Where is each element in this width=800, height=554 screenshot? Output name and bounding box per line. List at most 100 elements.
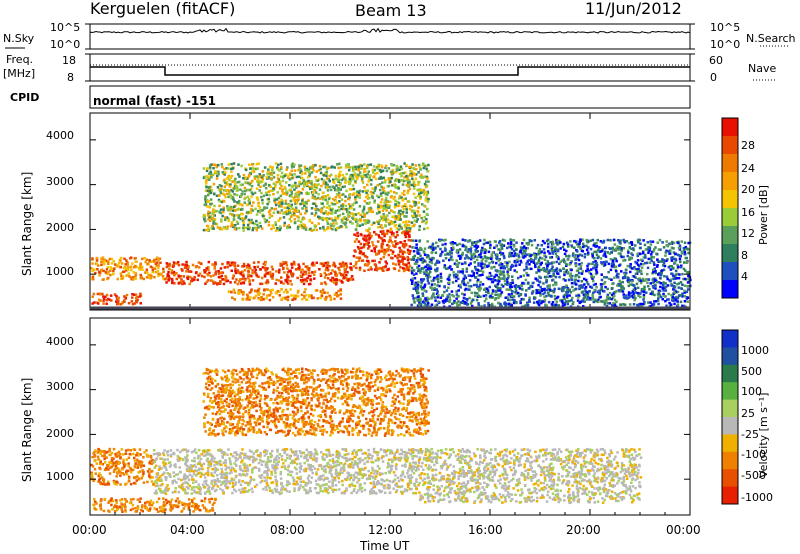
power-cell [280,198,283,202]
power-cell [490,260,494,263]
power-cell [431,294,434,298]
power-cell [416,252,420,255]
power-cell [368,237,371,240]
power-cell [607,297,611,301]
power-cell [586,295,590,299]
power-cell [276,227,279,230]
power-cell [222,179,226,183]
power-cell [613,257,616,260]
power-cell [310,207,314,210]
power-cell [304,207,308,211]
power-cell [355,224,359,228]
power-cell [244,215,248,218]
power-cell [311,184,314,187]
power-cell [357,169,360,172]
power-cell [586,264,589,268]
power-cell [310,212,314,215]
power-cell [251,272,254,275]
power-cell [480,266,484,270]
power-cell [303,165,307,169]
power-cell [96,292,100,296]
power-ytick-4000: 4000 [46,129,74,142]
power-cell [286,212,290,216]
power-cell [579,247,582,250]
power-cell [552,250,555,253]
power-cell [577,294,581,297]
power-cell [578,240,581,244]
power-cell [247,175,251,178]
power-cell [423,289,427,292]
power-cell [162,270,165,273]
power-cell [232,261,235,265]
power-cell [226,265,229,269]
power-cell [480,251,483,254]
power-cell [199,262,203,265]
power-cell [278,205,281,208]
power-cell [350,266,353,270]
power-cell [391,222,394,225]
power-cell [140,257,144,261]
power-cell [111,273,115,276]
power-cell [219,271,223,274]
power-cell [556,249,560,253]
power-cell [645,261,649,265]
power-cell [218,204,221,208]
power-cell [512,254,516,258]
power-cell [374,245,378,248]
power-cell [322,227,325,230]
power-cell [222,210,225,214]
power-cell [646,241,650,244]
power-cell [513,259,517,263]
power-cell [326,213,330,216]
power-cell [527,243,530,246]
power-cell [407,224,411,227]
power-cell [448,281,451,284]
power-cell [409,249,412,253]
power-cell [376,167,380,170]
power-cell [407,229,410,233]
power-cell [451,302,454,306]
power-cell [355,266,358,270]
power-cell [639,279,643,282]
power-cell [550,256,554,259]
power-cell [476,292,479,295]
power-cell [423,191,427,194]
power-cell [686,296,690,299]
power-cell [500,283,504,287]
power-cell [643,253,647,257]
power-cell [397,211,400,215]
power-cell [265,176,268,179]
power-cell [514,287,518,290]
power-cell [408,184,411,187]
power-cell [271,268,274,271]
power-cell [601,282,604,286]
power-cell [412,287,415,290]
power-cell [124,263,127,266]
power-cell [563,303,566,306]
power-cell [297,216,300,219]
power-cell [533,252,536,255]
power-cell [577,275,581,279]
power-cell [379,175,383,179]
power-cell [438,239,442,243]
power-cell [380,194,383,198]
power-cell [417,171,420,174]
power-cell [572,300,575,304]
power-cell [547,250,550,253]
power-cell [427,246,431,249]
power-cell [319,197,322,200]
power-cell [373,201,376,204]
power-cell [537,303,541,307]
power-cell [302,278,305,282]
power-cell [298,224,302,227]
power-cell [235,213,239,217]
power-cell [341,173,345,177]
power-cell [497,276,501,279]
power-cell [493,298,497,301]
power-cell [416,256,420,260]
power-cell [337,289,340,293]
power-cell [419,175,422,178]
power-cell [543,291,547,294]
power-cell [227,217,230,220]
power-cell [627,280,630,284]
